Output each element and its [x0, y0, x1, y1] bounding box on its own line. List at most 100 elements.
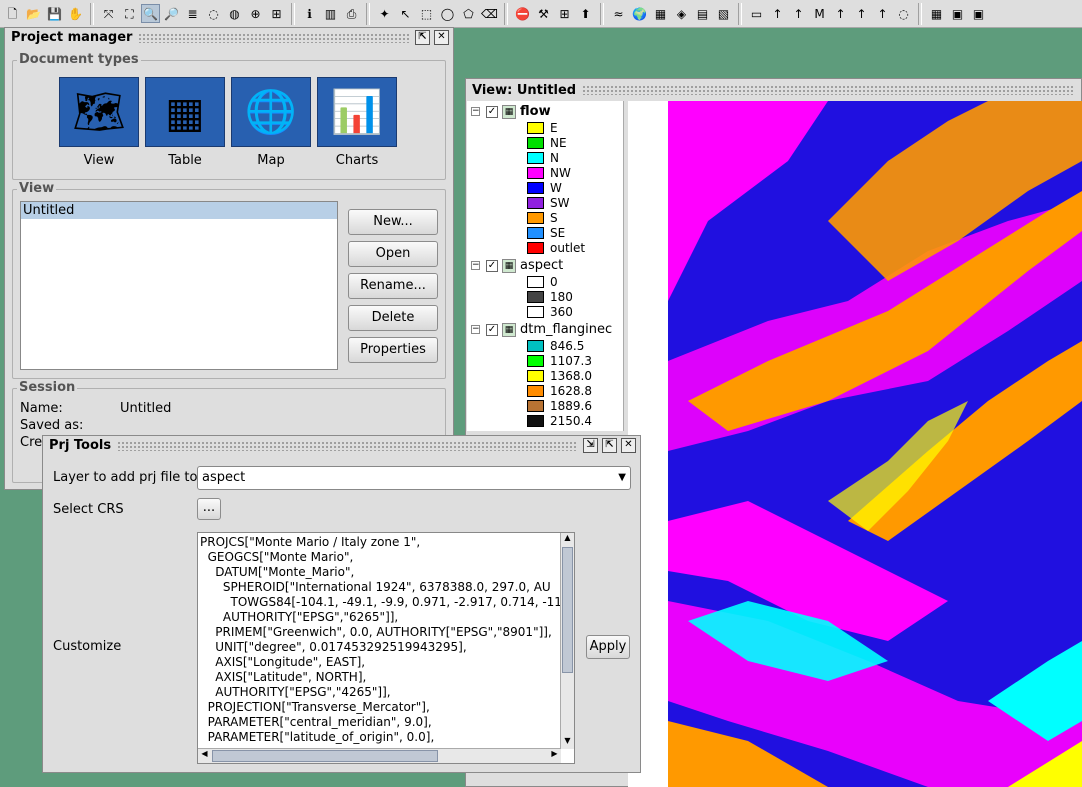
- legend-icon[interactable]: ▧: [717, 6, 730, 21]
- new-view-button[interactable]: New...: [348, 209, 438, 235]
- save-icon[interactable]: 💾: [47, 6, 62, 21]
- layer-dtm_flanginec[interactable]: − ✓ ▦ dtm_flanginec: [471, 322, 612, 337]
- select-clear-icon[interactable]: ⌫: [481, 6, 498, 21]
- north-arrow-icon[interactable]: ↑: [772, 6, 783, 21]
- scroll-up-icon[interactable]: ▲: [564, 533, 571, 542]
- wkt-text: PROJCS["Monte Mario / Italy zone 1", GEO…: [200, 535, 562, 744]
- info-icon[interactable]: ℹ: [307, 6, 312, 21]
- scroll-thumb[interactable]: [562, 547, 573, 673]
- select-arrow-icon[interactable]: ↖: [400, 6, 411, 21]
- horizontal-scrollbar[interactable]: ◀ ▶: [198, 748, 561, 763]
- raster-layer-icon: ▦: [502, 322, 516, 337]
- layer-visible-checkbox[interactable]: ✓: [486, 259, 498, 272]
- toolbar-separator: [918, 2, 922, 25]
- select-circle-icon[interactable]: ◯: [440, 6, 455, 21]
- collapse-icon[interactable]: −: [471, 106, 480, 116]
- scroll-down-icon[interactable]: ▼: [564, 736, 571, 745]
- grid-icon[interactable]: ▦: [930, 6, 943, 21]
- scroll-right-icon[interactable]: ▶: [551, 749, 558, 758]
- pan-select-icon[interactable]: ⊞: [271, 6, 282, 21]
- view-list[interactable]: Untitled: [20, 201, 338, 370]
- layer-visible-checkbox[interactable]: ✓: [486, 105, 498, 118]
- prj-title-grip: [117, 440, 577, 451]
- new-file-icon[interactable]: 🗋: [7, 6, 18, 21]
- zoom-extent-icon[interactable]: ⤧: [103, 6, 114, 21]
- apply-button[interactable]: Apply: [586, 635, 630, 659]
- add-point-icon[interactable]: ⬆: [580, 6, 591, 21]
- legend-swatch: [527, 136, 544, 149]
- properties-view-button[interactable]: Properties: [348, 337, 438, 363]
- rename-view-button[interactable]: Rename...: [348, 273, 438, 299]
- image-icon[interactable]: ▭: [750, 6, 763, 21]
- maximize-icon[interactable]: ⇱: [602, 438, 617, 453]
- legend-label: 360: [550, 304, 573, 319]
- arrow4-icon[interactable]: ↑: [877, 6, 888, 21]
- balloon-icon[interactable]: ◌: [898, 6, 909, 21]
- zoom-previous-icon[interactable]: ◌: [208, 6, 219, 21]
- doctype-charts[interactable]: 📊 Charts: [317, 77, 397, 168]
- zoom-box-icon[interactable]: ⛶: [125, 6, 134, 21]
- prj-tools-titlebar[interactable]: Prj Tools ⇲ ⇱ ✕: [43, 436, 640, 455]
- globe-icon[interactable]: 🌍: [632, 6, 647, 21]
- legend-entry: NW: [527, 165, 571, 180]
- stop-icon[interactable]: ⛔: [515, 6, 530, 21]
- view-titlebar[interactable]: View: Untitled: [466, 79, 1081, 101]
- doctype-table[interactable]: ▦ Table: [145, 77, 225, 168]
- map-canvas[interactable]: [628, 101, 1082, 787]
- close-icon[interactable]: ✕: [434, 30, 449, 45]
- scale-icon[interactable]: ↑: [793, 6, 804, 21]
- legend-label: 1107.3: [550, 353, 592, 368]
- doctype-view[interactable]: 🗺 View: [59, 77, 139, 168]
- select-crs-button[interactable]: ...: [197, 498, 221, 520]
- legend-swatch: [527, 384, 544, 397]
- raster-layer-icon: ▦: [502, 104, 516, 119]
- extra1-icon[interactable]: ▣: [951, 6, 964, 21]
- vertical-scrollbar[interactable]: ▲ ▼: [560, 533, 574, 749]
- table-doc-icon: ▦: [145, 77, 225, 147]
- arrow3-icon[interactable]: ↑: [856, 6, 867, 21]
- legend-label: NE: [550, 135, 567, 150]
- layer-flow[interactable]: − ✓ ▦ flow: [471, 104, 551, 119]
- collapse-icon[interactable]: −: [471, 324, 480, 334]
- add-layer-icon[interactable]: ⊞: [559, 6, 570, 21]
- select-box-icon[interactable]: ⬚: [420, 6, 433, 21]
- scroll-left-icon[interactable]: ◀: [201, 749, 208, 758]
- layers-icon[interactable]: ≣: [187, 6, 198, 21]
- layer-name: dtm_flanginec: [520, 322, 613, 337]
- measure-icon[interactable]: ▥: [324, 6, 337, 21]
- open-view-button[interactable]: Open: [348, 241, 438, 267]
- snap-icon[interactable]: ✦: [379, 6, 390, 21]
- table-icon[interactable]: ▤: [696, 6, 709, 21]
- text-m-icon[interactable]: M: [814, 6, 825, 21]
- arrow2-icon[interactable]: ↑: [835, 6, 846, 21]
- delete-view-button[interactable]: Delete: [348, 305, 438, 331]
- project-manager-titlebar[interactable]: Project manager ⇱ ✕: [5, 28, 453, 47]
- layer-aspect[interactable]: − ✓ ▦ aspect: [471, 258, 563, 273]
- layer-select[interactable]: aspect ▼: [197, 466, 631, 490]
- print-icon[interactable]: ⎙: [346, 6, 357, 21]
- legend-entry: 1889.6: [527, 398, 592, 413]
- minimize-icon[interactable]: ⇲: [583, 438, 598, 453]
- legend-label: 0: [550, 274, 558, 289]
- wkt-textarea[interactable]: PROJCS["Monte Mario / Italy zone 1", GEO…: [197, 532, 575, 764]
- zoom-select-icon[interactable]: ⊕: [250, 6, 261, 21]
- zoom-out-icon[interactable]: 🔎: [164, 6, 179, 21]
- collapse-icon[interactable]: −: [471, 260, 480, 270]
- view-list-item[interactable]: Untitled: [21, 202, 337, 219]
- pan-hand-icon[interactable]: ✋: [68, 6, 83, 21]
- zoom-in-icon[interactable]: 🔍: [141, 4, 160, 23]
- maximize-icon[interactable]: ⇱: [415, 30, 430, 45]
- close-icon[interactable]: ✕: [621, 438, 636, 453]
- georef-icon[interactable]: ≈: [613, 6, 624, 21]
- raster-icon[interactable]: ▦: [654, 6, 667, 21]
- open-folder-icon[interactable]: 📂: [26, 6, 41, 21]
- select-poly-icon[interactable]: ⬠: [463, 6, 474, 21]
- tools-icon[interactable]: ⚒: [538, 6, 549, 21]
- hscroll-thumb[interactable]: [212, 750, 438, 762]
- shapes-icon[interactable]: ◈: [676, 6, 687, 21]
- layer-visible-checkbox[interactable]: ✓: [486, 323, 498, 336]
- zoom-next-icon[interactable]: ◍: [229, 6, 240, 21]
- doctype-map[interactable]: 🌐 Map: [231, 77, 311, 168]
- layer-toc[interactable]: − ✓ ▦ flow E NE N NW W SW S SE outlet − ✓ ▦ aspect 0 180 36…: [467, 101, 624, 431]
- extra2-icon[interactable]: ▣: [972, 6, 985, 21]
